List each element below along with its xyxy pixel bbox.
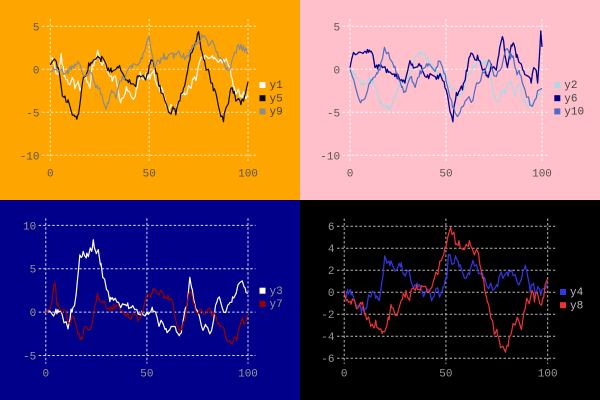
svg-text:0: 0 [341, 369, 348, 381]
svg-text:100: 100 [238, 169, 258, 181]
svg-text:-10: -10 [320, 151, 340, 163]
svg-text:-4: -4 [321, 332, 335, 344]
svg-text:y5: y5 [270, 93, 283, 105]
svg-text:10: 10 [23, 221, 36, 233]
svg-text:0: 0 [347, 169, 354, 181]
svg-text:-5: -5 [327, 108, 340, 120]
svg-text:50: 50 [439, 169, 452, 181]
svg-text:0: 0 [47, 169, 54, 181]
svg-text:-5: -5 [23, 352, 36, 364]
svg-text:y1: y1 [270, 80, 284, 92]
svg-text:y9: y9 [270, 107, 283, 119]
svg-text:5: 5 [33, 22, 40, 34]
svg-text:y4: y4 [570, 287, 584, 299]
svg-text:y8: y8 [570, 300, 583, 312]
svg-text:y2: y2 [564, 80, 577, 92]
svg-text:-10: -10 [20, 151, 40, 163]
svg-text:50: 50 [143, 169, 156, 181]
svg-text:5: 5 [30, 265, 37, 277]
svg-text:100: 100 [538, 369, 558, 381]
svg-text:0: 0 [30, 308, 37, 320]
svg-text:y3: y3 [270, 286, 283, 298]
svg-text:6: 6 [328, 222, 335, 234]
svg-text:-2: -2 [321, 310, 334, 322]
svg-text:-6: -6 [321, 354, 334, 366]
svg-text:y10: y10 [564, 107, 584, 119]
svg-text:-5: -5 [26, 108, 39, 120]
svg-text:0: 0 [333, 65, 340, 77]
svg-text:100: 100 [532, 169, 552, 181]
svg-text:0: 0 [42, 369, 49, 381]
svg-text:5: 5 [333, 22, 340, 34]
svg-text:0: 0 [33, 65, 40, 77]
svg-text:0: 0 [328, 288, 335, 300]
svg-text:y7: y7 [270, 299, 283, 311]
svg-text:50: 50 [140, 369, 153, 381]
svg-text:50: 50 [439, 369, 452, 381]
svg-text:2: 2 [328, 266, 335, 278]
svg-text:100: 100 [238, 369, 258, 381]
svg-text:y6: y6 [564, 93, 577, 105]
svg-text:4: 4 [328, 244, 335, 256]
